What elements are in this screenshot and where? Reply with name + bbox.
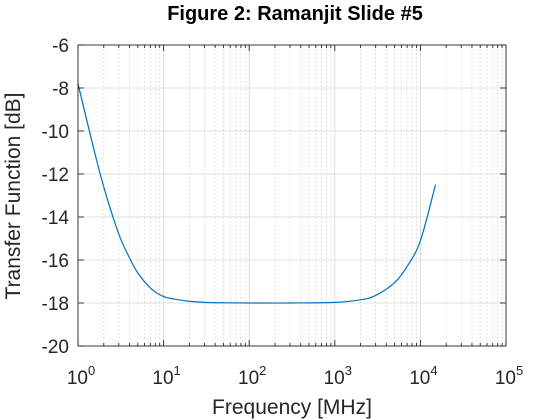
x-tick-label: 101	[152, 363, 180, 389]
chart-title: Figure 2: Ramanjit Slide #5	[167, 3, 423, 25]
plot-frame	[77, 44, 507, 347]
y-tick-label: -10	[42, 122, 69, 143]
x-axis-label: Frequency [MHz]	[212, 396, 372, 419]
series-line	[77, 83, 437, 304]
y-axis-label: Transfer Function [dB]	[2, 93, 25, 300]
x-tick-label: 104	[409, 363, 437, 389]
y-tick-label: -14	[42, 208, 70, 229]
y-tick-label: -20	[42, 337, 69, 358]
x-tick-label: 105	[495, 363, 523, 389]
ticks	[77, 44, 507, 347]
x-tick-label: 100	[67, 363, 95, 389]
y-tick-label: -6	[52, 36, 69, 57]
x-tick-label: 103	[324, 363, 352, 389]
x-tick-label: 102	[238, 363, 266, 389]
y-tick-label: -8	[52, 79, 69, 100]
y-tick-label: -18	[42, 294, 69, 315]
grid	[77, 44, 507, 347]
y-tick-label: -12	[42, 165, 69, 186]
x-tick-labels: 100 101 102 103 104 105	[67, 363, 523, 389]
y-tick-labels: -6 -8 -10 -12 -14 -16 -18 -20	[42, 36, 70, 358]
y-tick-label: -16	[42, 251, 69, 272]
series-group	[77, 83, 437, 304]
